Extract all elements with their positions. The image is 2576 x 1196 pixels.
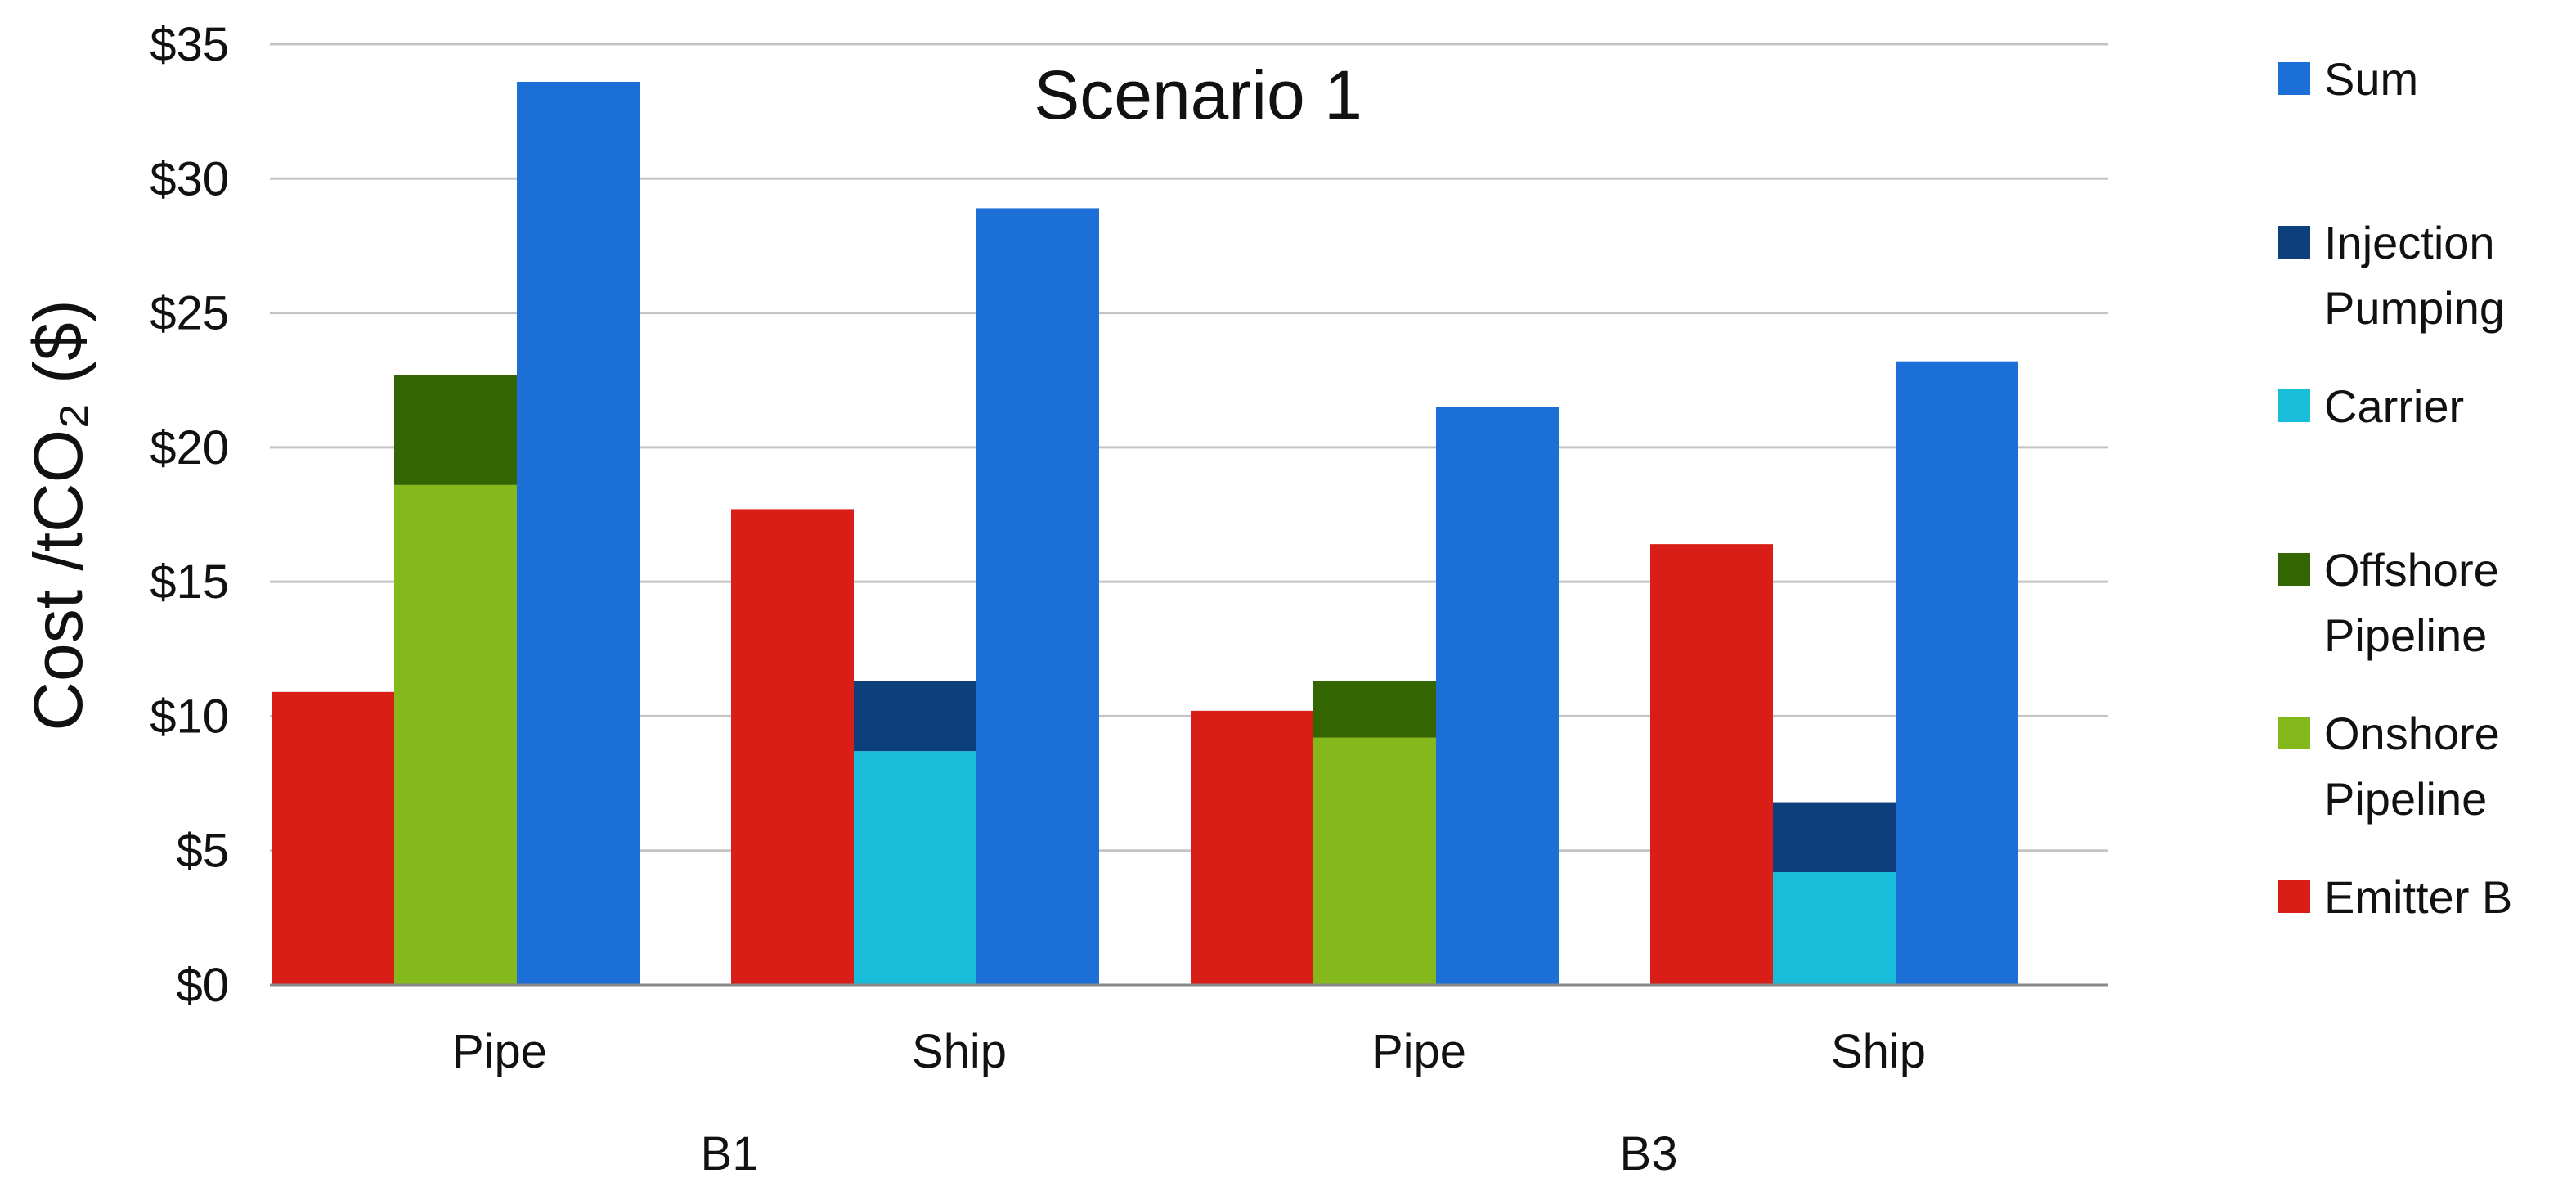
bar-sum [517,82,640,985]
legend-label: Carrier [2324,380,2464,432]
legend-swatch [2278,226,2310,259]
y-tick-label: $10 [150,690,229,743]
chart-title: Scenario 1 [1034,56,1362,133]
y-tick-label: $25 [150,287,229,340]
y-tick-label: $15 [150,555,229,609]
legend-label: Onshore [2324,708,2500,759]
bar-injection-pumping [1773,802,1896,872]
x-category-label: Pipe [452,1025,547,1078]
x-group-label: B1 [701,1127,759,1180]
legend-label: Sum [2324,53,2418,105]
bar-offshore-pipeline [1313,681,1436,738]
legend-swatch [2278,717,2310,749]
bar-offshore-pipeline [394,375,517,485]
legend-item-carrier: Carrier [2278,380,2464,432]
bar-emitter-b [731,509,854,985]
x-group-label: B3 [1620,1127,1678,1180]
legend-swatch [2278,880,2310,913]
legend-item-sum: Sum [2278,53,2418,105]
legend-label: Offshore [2324,544,2499,596]
legend-item-emitter-b: Emitter B [2278,871,2512,923]
legend-swatch [2278,62,2310,95]
bars [272,82,2018,986]
y-axis-ticks: $0 $5 $10 $15 $20 $25 $30 $35 [150,18,229,1012]
bar-sum [1896,361,2018,985]
legend-label: Injection [2324,217,2495,268]
bar-emitter-b [1650,544,1773,985]
y-tick-label: $35 [150,18,229,71]
x-category-label: Ship [1831,1025,1926,1078]
bar-onshore-pipeline [394,484,517,985]
y-tick-label: $5 [176,825,229,878]
x-axis-labels: Pipe Ship B1 Pipe Ship B3 [452,1025,1926,1180]
bar-carrier [1773,872,1896,985]
legend-item-injection-pumping: Injection Pumping [2278,217,2505,334]
legend-label: Pipeline [2324,609,2487,661]
x-category-label: Pipe [1371,1025,1466,1078]
bar-carrier [854,751,976,985]
bar-injection-pumping [854,681,976,752]
legend-swatch [2278,389,2310,422]
y-tick-label: $20 [150,421,229,474]
y-tick-label: $30 [150,152,229,205]
legend-swatch [2278,553,2310,586]
bar-emitter-b [272,691,394,985]
legend-label: Pumping [2324,282,2505,334]
legend: Sum Injection Pumping Carrier Offshore Pipeli… [2278,53,2512,923]
bar-sum [976,208,1099,985]
legend-item-offshore-pipeline: Offshore Pipeline [2278,544,2499,661]
legend-label: Emitter B [2324,871,2512,923]
y-axis-label: Cost /tCO₂ ($) [20,299,96,731]
y-tick-label: $0 [176,959,229,1012]
legend-item-onshore-pipeline: Onshore Pipeline [2278,708,2500,825]
bar-sum [1436,407,1559,986]
x-category-label: Ship [912,1025,1007,1078]
bar-emitter-b [1191,710,1313,985]
bar-onshore-pipeline [1313,737,1436,985]
legend-label: Pipeline [2324,773,2487,825]
